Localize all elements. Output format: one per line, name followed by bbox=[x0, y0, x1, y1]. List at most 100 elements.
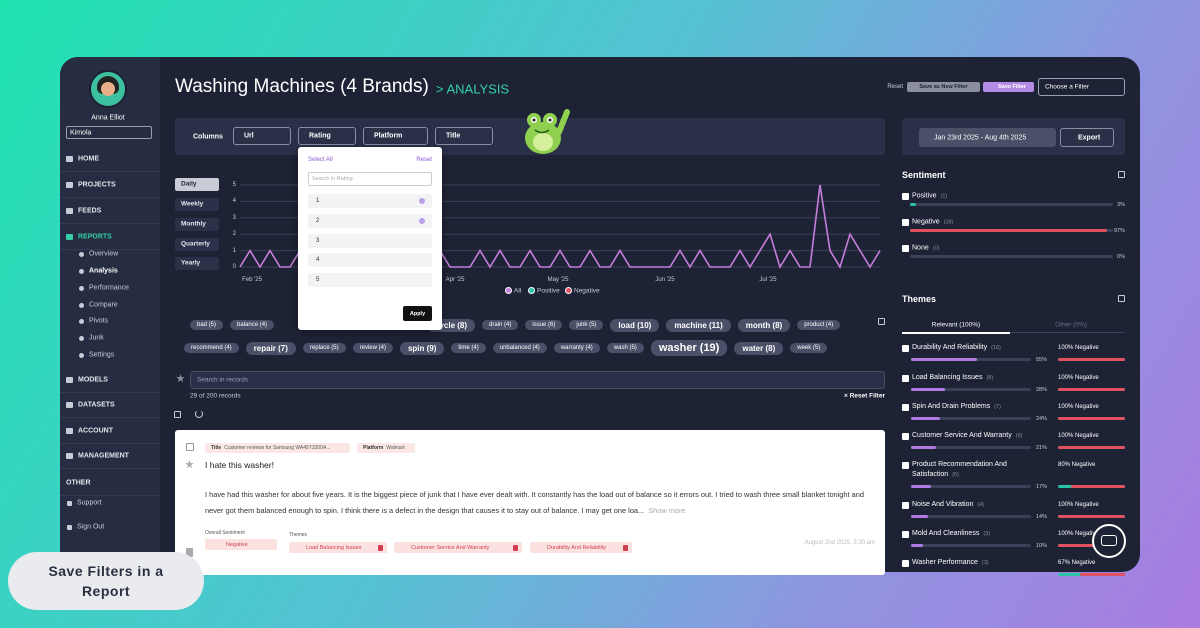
review-checkbox[interactable] bbox=[186, 443, 194, 451]
workspace-select[interactable] bbox=[66, 126, 152, 139]
nav-sub-item[interactable]: Sign Out bbox=[77, 523, 105, 531]
theme-chip-delete[interactable] bbox=[623, 544, 628, 551]
nav-item[interactable]: MANAGEMENT bbox=[78, 452, 129, 460]
dropdown-option[interactable] bbox=[308, 253, 432, 267]
copy-icon[interactable] bbox=[1118, 171, 1125, 178]
checkbox[interactable] bbox=[902, 403, 909, 411]
apply-button[interactable] bbox=[403, 306, 432, 321]
period-button[interactable] bbox=[175, 217, 219, 231]
checkbox[interactable] bbox=[902, 218, 909, 226]
filter-button[interactable] bbox=[298, 127, 356, 145]
reset-button[interactable]: Reset bbox=[887, 84, 903, 90]
checkbox[interactable] bbox=[902, 344, 909, 352]
keyword-tag[interactable]: month (8) bbox=[737, 318, 791, 332]
keyword-tag[interactable]: unbalanced (4) bbox=[492, 343, 547, 353]
sentiment-select[interactable] bbox=[205, 539, 277, 550]
nav-sub-item[interactable]: Overview bbox=[89, 250, 119, 258]
period-button[interactable] bbox=[175, 177, 219, 191]
checkbox[interactable] bbox=[902, 244, 909, 252]
checkbox[interactable] bbox=[902, 559, 909, 567]
nav-sub-item[interactable]: Analysis bbox=[89, 267, 118, 275]
nav-sub-item[interactable]: Pivots bbox=[89, 317, 109, 325]
keyword-tag[interactable]: spin (9) bbox=[399, 341, 445, 355]
nav-sub-item[interactable]: Support bbox=[77, 499, 102, 507]
chat-button[interactable] bbox=[1092, 524, 1126, 558]
theme-tab[interactable]: Relevant (100%) bbox=[931, 321, 981, 329]
filter-button[interactable] bbox=[363, 127, 428, 145]
nav-sub-item[interactable]: Performance bbox=[89, 284, 130, 292]
select-all[interactable]: Select All bbox=[308, 157, 333, 163]
nav-item[interactable]: DATASETS bbox=[78, 401, 115, 409]
checkbox[interactable] bbox=[902, 530, 909, 538]
keyword-tag[interactable]: repair (7) bbox=[245, 341, 296, 355]
filter-label: Rating bbox=[309, 132, 331, 140]
keyword-tag[interactable]: week (5) bbox=[790, 343, 828, 353]
theme-chip-delete[interactable] bbox=[513, 544, 518, 551]
nav-sub-item[interactable]: Settings bbox=[89, 351, 115, 359]
period-button[interactable] bbox=[175, 197, 219, 211]
nav-sub-item[interactable]: Junk bbox=[89, 334, 104, 342]
columns-label[interactable]: Columns bbox=[193, 133, 223, 141]
keyword-tag[interactable]: warranty (4) bbox=[553, 343, 600, 353]
nav-item[interactable]: FEEDS bbox=[78, 207, 102, 215]
dropdown-option[interactable] bbox=[308, 194, 432, 208]
theme-share-bar bbox=[911, 358, 977, 361]
nav-item[interactable]: ACCOUNT bbox=[78, 427, 113, 435]
dropdown-search[interactable] bbox=[308, 172, 432, 186]
filter-button[interactable] bbox=[233, 127, 291, 145]
nav-item[interactable]: PROJECTS bbox=[78, 181, 116, 189]
reset-filter[interactable]: × Reset Filter bbox=[843, 392, 885, 400]
keyword-tag[interactable]: load (10) bbox=[610, 318, 660, 332]
theme-chip[interactable] bbox=[530, 542, 632, 553]
keyword-tag[interactable]: review (4) bbox=[352, 343, 393, 353]
dropdown-option[interactable] bbox=[308, 214, 432, 228]
keyword-tag[interactable]: drain (4) bbox=[482, 320, 519, 330]
keyword-tag[interactable]: machine (11) bbox=[666, 318, 731, 332]
dropdown-reset[interactable]: Reset bbox=[416, 157, 432, 163]
keyword-tag[interactable]: product (4) bbox=[797, 320, 841, 330]
save-new-button[interactable] bbox=[907, 82, 980, 92]
legend-label: All bbox=[514, 287, 522, 295]
review-star[interactable] bbox=[185, 460, 194, 469]
export-button[interactable] bbox=[1060, 128, 1114, 147]
keyword-tag[interactable]: recommend (4) bbox=[184, 343, 239, 353]
theme-chip-label: Durability And Reliability bbox=[547, 544, 606, 551]
checkbox[interactable] bbox=[902, 192, 909, 200]
keyword-tag[interactable]: issue (6) bbox=[525, 320, 563, 330]
keyword-tag[interactable]: wash (5) bbox=[606, 343, 644, 353]
refresh-icon[interactable] bbox=[195, 410, 203, 418]
keyword-tag[interactable]: water (8) bbox=[734, 341, 784, 355]
theme-chip[interactable] bbox=[394, 542, 522, 553]
keyword-tag[interactable]: replace (5) bbox=[302, 343, 346, 353]
checkbox[interactable] bbox=[902, 461, 909, 469]
nav-item[interactable]: HOME bbox=[78, 155, 99, 163]
date-button[interactable] bbox=[919, 128, 1056, 147]
trash-icon[interactable] bbox=[186, 548, 193, 557]
keyword-tag[interactable]: balance (4) bbox=[230, 320, 275, 330]
checkbox[interactable] bbox=[902, 501, 909, 509]
theme-tab[interactable]: Other (0%) bbox=[1055, 321, 1087, 329]
nav-sub-item[interactable]: Compare bbox=[89, 301, 118, 309]
select-all-checkbox[interactable] bbox=[174, 411, 181, 418]
dropdown-option[interactable] bbox=[308, 273, 432, 287]
keyword-tag[interactable]: washer (19) bbox=[650, 340, 728, 356]
keyword-tag[interactable]: junk (5) bbox=[569, 320, 604, 330]
copy-icon[interactable] bbox=[878, 318, 885, 325]
nav-item[interactable]: REPORTS bbox=[78, 233, 112, 241]
period-button[interactable] bbox=[175, 256, 219, 270]
copy-icon[interactable] bbox=[1118, 295, 1125, 302]
theme-chip[interactable] bbox=[289, 542, 387, 553]
checkbox[interactable] bbox=[902, 432, 909, 440]
period-button[interactable] bbox=[175, 237, 219, 251]
keyword-tag[interactable]: bad (5) bbox=[190, 320, 224, 330]
nav-item[interactable]: OTHER bbox=[66, 479, 91, 487]
search-input[interactable] bbox=[190, 371, 885, 389]
dropdown-option[interactable] bbox=[308, 234, 432, 248]
filter-button[interactable] bbox=[435, 127, 493, 145]
checkbox[interactable] bbox=[902, 374, 909, 382]
keyword-tag[interactable]: time (4) bbox=[451, 343, 486, 353]
nav-item[interactable]: MODELS bbox=[78, 376, 108, 384]
choose-filter[interactable] bbox=[1038, 78, 1125, 96]
save-button[interactable] bbox=[983, 82, 1034, 92]
theme-chip-delete[interactable] bbox=[378, 544, 383, 551]
